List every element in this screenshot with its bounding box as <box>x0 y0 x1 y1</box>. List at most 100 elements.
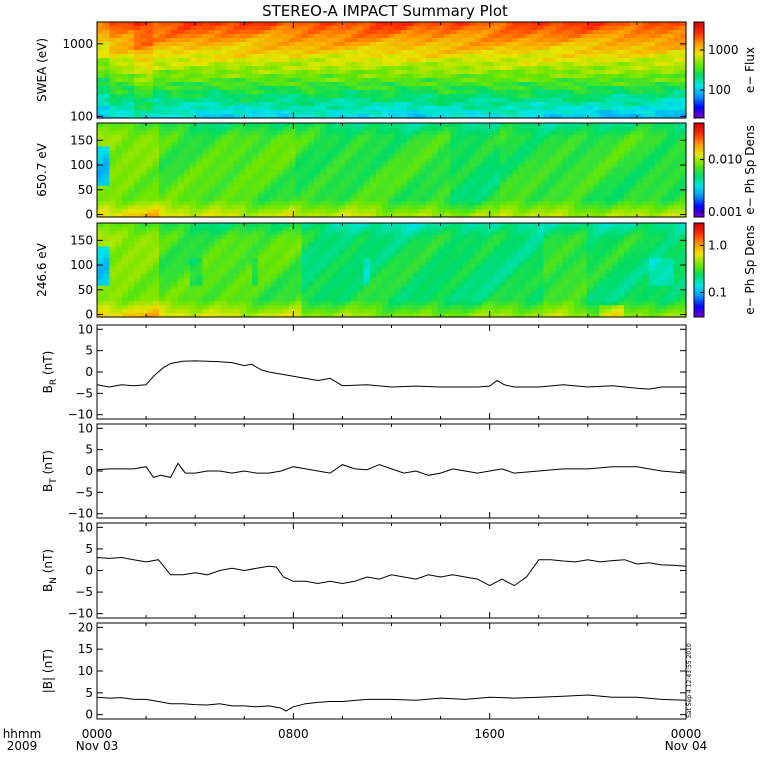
heatmap-cell <box>456 102 464 107</box>
heatmap-cell <box>239 46 247 51</box>
heatmap-cell <box>233 185 241 191</box>
heatmap-cell <box>252 197 259 202</box>
heatmap-cell <box>134 181 141 187</box>
heatmap-cell <box>152 293 160 299</box>
heatmap-cell <box>338 185 346 191</box>
heatmap-cell <box>400 130 408 136</box>
heatmap-cell <box>444 170 451 175</box>
heatmap-cell <box>140 146 148 152</box>
heatmap-cell <box>363 185 371 191</box>
heatmap-cell <box>351 94 358 99</box>
heatmap-cell <box>593 126 600 132</box>
heatmap-cell <box>190 146 197 152</box>
heatmap-cell <box>388 106 396 111</box>
heatmap-cell <box>376 181 383 187</box>
heatmap-cell <box>568 30 575 35</box>
heatmap-cell <box>109 78 117 83</box>
heatmap-cell <box>407 78 414 83</box>
heatmap-cell <box>208 50 216 55</box>
heatmap-cell <box>270 181 278 187</box>
heatmap-cell <box>444 22 451 27</box>
heatmap-cell <box>332 26 340 31</box>
heatmap-cell <box>450 193 458 199</box>
heatmap-cell <box>500 201 507 206</box>
heatmap-cell <box>524 201 532 206</box>
heatmap-cell <box>283 189 290 195</box>
heatmap-cell <box>115 293 123 299</box>
heatmap-cell <box>171 106 179 111</box>
heatmap-cell <box>444 166 451 171</box>
heatmap-cell <box>338 126 346 132</box>
heatmap-cell <box>518 123 526 128</box>
heatmap-cell <box>115 270 123 275</box>
heatmap-cell <box>134 154 141 159</box>
heatmap-cell <box>115 173 123 179</box>
heatmap-cell <box>413 150 420 155</box>
heatmap-cell <box>624 181 631 187</box>
heatmap-cell <box>171 22 179 27</box>
heatmap-cell <box>115 238 123 244</box>
heatmap-cell <box>481 114 489 119</box>
heatmap-cell <box>543 130 551 136</box>
heatmap-cell <box>128 305 135 310</box>
heatmap-cell <box>152 123 160 128</box>
heatmap-cell <box>636 66 644 71</box>
heatmap-cell <box>121 262 129 267</box>
heatmap-cell <box>574 46 582 51</box>
heatmap-cell <box>289 134 296 140</box>
heatmap-cell <box>531 86 538 91</box>
heatmap-cell <box>152 213 160 218</box>
heatmap-cell <box>320 114 327 119</box>
heatmap-cell <box>673 173 681 179</box>
heatmap-cell <box>487 38 495 43</box>
heatmap-cell <box>555 58 563 63</box>
heatmap-cell <box>202 58 210 63</box>
heatmap-cell <box>382 154 389 159</box>
heatmap-cell <box>388 74 396 79</box>
heatmap-cell <box>152 70 160 75</box>
heatmap-cell <box>295 82 303 87</box>
heatmap-cell <box>196 54 203 59</box>
heatmap-cell <box>549 130 557 136</box>
heatmap-cell <box>134 266 141 271</box>
heatmap-cell <box>171 123 179 128</box>
heatmap-cell <box>555 22 563 27</box>
heatmap-cell <box>413 78 420 83</box>
heatmap-cell <box>648 177 656 183</box>
heatmap-cell <box>221 173 228 179</box>
heatmap-cell <box>115 309 123 314</box>
heatmap-cell <box>115 126 123 132</box>
heatmap-cell <box>388 38 396 43</box>
heatmap-cell <box>642 54 650 59</box>
heatmap-cell <box>636 126 644 132</box>
heatmap-cell <box>394 66 402 71</box>
heatmap-cell <box>506 50 513 55</box>
heatmap-cell <box>388 130 396 136</box>
heatmap-cell <box>314 70 321 75</box>
heatmap-cell <box>289 213 296 218</box>
heatmap-cell <box>283 130 290 136</box>
heatmap-cell <box>667 134 675 140</box>
heatmap-cell <box>270 38 278 43</box>
heatmap-cell <box>177 114 185 119</box>
heatmap-cell <box>345 86 352 91</box>
heatmap-cell <box>128 138 135 144</box>
heatmap-cell <box>586 123 594 128</box>
heatmap-cell <box>593 170 600 175</box>
heatmap-cell <box>363 34 371 39</box>
heatmap-cell <box>369 66 377 71</box>
heatmap-cell <box>307 110 315 115</box>
heatmap-cell <box>562 173 569 179</box>
heatmap-cell <box>493 70 501 75</box>
heatmap-cell <box>152 246 160 252</box>
heatmap-cell <box>599 170 606 175</box>
heatmap-cell <box>531 123 538 128</box>
heatmap-cell <box>679 209 687 214</box>
heatmap-cell <box>512 94 520 99</box>
heatmap-cell <box>630 106 637 111</box>
heatmap-cell <box>568 22 575 27</box>
heatmap-cell <box>345 142 352 148</box>
heatmap-cell <box>413 90 420 95</box>
heatmap-cell <box>419 193 427 199</box>
